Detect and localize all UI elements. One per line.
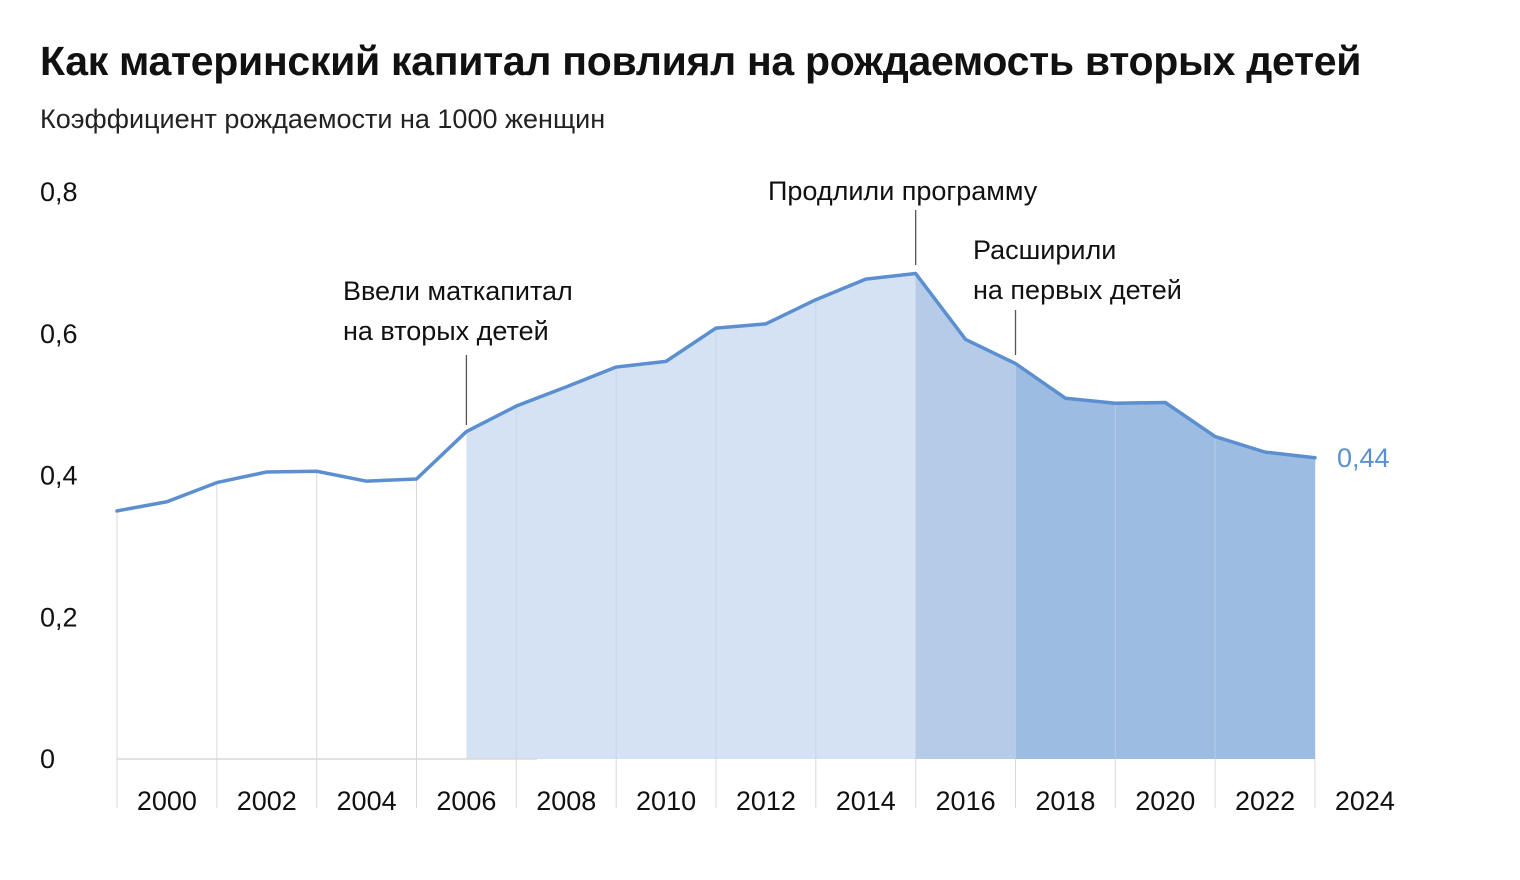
area-period-2 bbox=[915, 273, 1016, 759]
x-tick-label: 2016 bbox=[936, 786, 996, 816]
x-tick-label: 2006 bbox=[436, 786, 496, 816]
y-tick-label: 0,2 bbox=[40, 602, 78, 632]
axis-layer: 0 0,2 0,4 0,6 0,8 2000 2002 2004 2006 2008 2010 201… bbox=[40, 177, 1395, 816]
area-layer bbox=[466, 273, 1315, 759]
annotation-text: на вторых детей bbox=[343, 316, 549, 346]
chart-subtitle: Коэффициент рождаемости на 1000 женщин bbox=[40, 104, 606, 134]
y-tick-label: 0,8 bbox=[40, 177, 78, 207]
y-tick-label: 0,6 bbox=[40, 319, 78, 349]
annotation-text: Расширили bbox=[973, 235, 1116, 265]
y-tick-label: 0,4 bbox=[40, 461, 78, 491]
area-period-3 bbox=[1015, 363, 1315, 759]
x-tick-label: 2004 bbox=[337, 786, 397, 816]
x-tick-label: 2024 bbox=[1335, 786, 1395, 816]
x-tick-label: 2018 bbox=[1035, 786, 1095, 816]
annotation-text: Продлили программу bbox=[768, 176, 1038, 206]
annotation-layer: Ввели маткапитал на вторых детей Продлили … bbox=[343, 176, 1182, 425]
y-tick-label: 0 bbox=[40, 744, 55, 774]
line-layer bbox=[115, 271, 1317, 513]
x-tick-label: 2002 bbox=[237, 786, 297, 816]
x-tick-label: 2020 bbox=[1135, 786, 1195, 816]
annotation-text: Ввели маткапитал bbox=[343, 276, 573, 306]
x-tick-label: 2022 bbox=[1235, 786, 1295, 816]
x-tick-label: 2010 bbox=[636, 786, 696, 816]
area-period-1 bbox=[466, 273, 916, 759]
x-tick-label: 2000 bbox=[137, 786, 197, 816]
end-value-label: 0,44 bbox=[1337, 443, 1390, 473]
x-tick-label: 2014 bbox=[836, 786, 896, 816]
x-tick-label: 2012 bbox=[736, 786, 796, 816]
x-tick-label: 2008 bbox=[536, 786, 596, 816]
chart-title: Как материнский капитал повлиял на рожда… bbox=[40, 38, 1362, 84]
annotation-text: на первых детей bbox=[973, 275, 1182, 305]
series-line bbox=[115, 271, 1317, 513]
